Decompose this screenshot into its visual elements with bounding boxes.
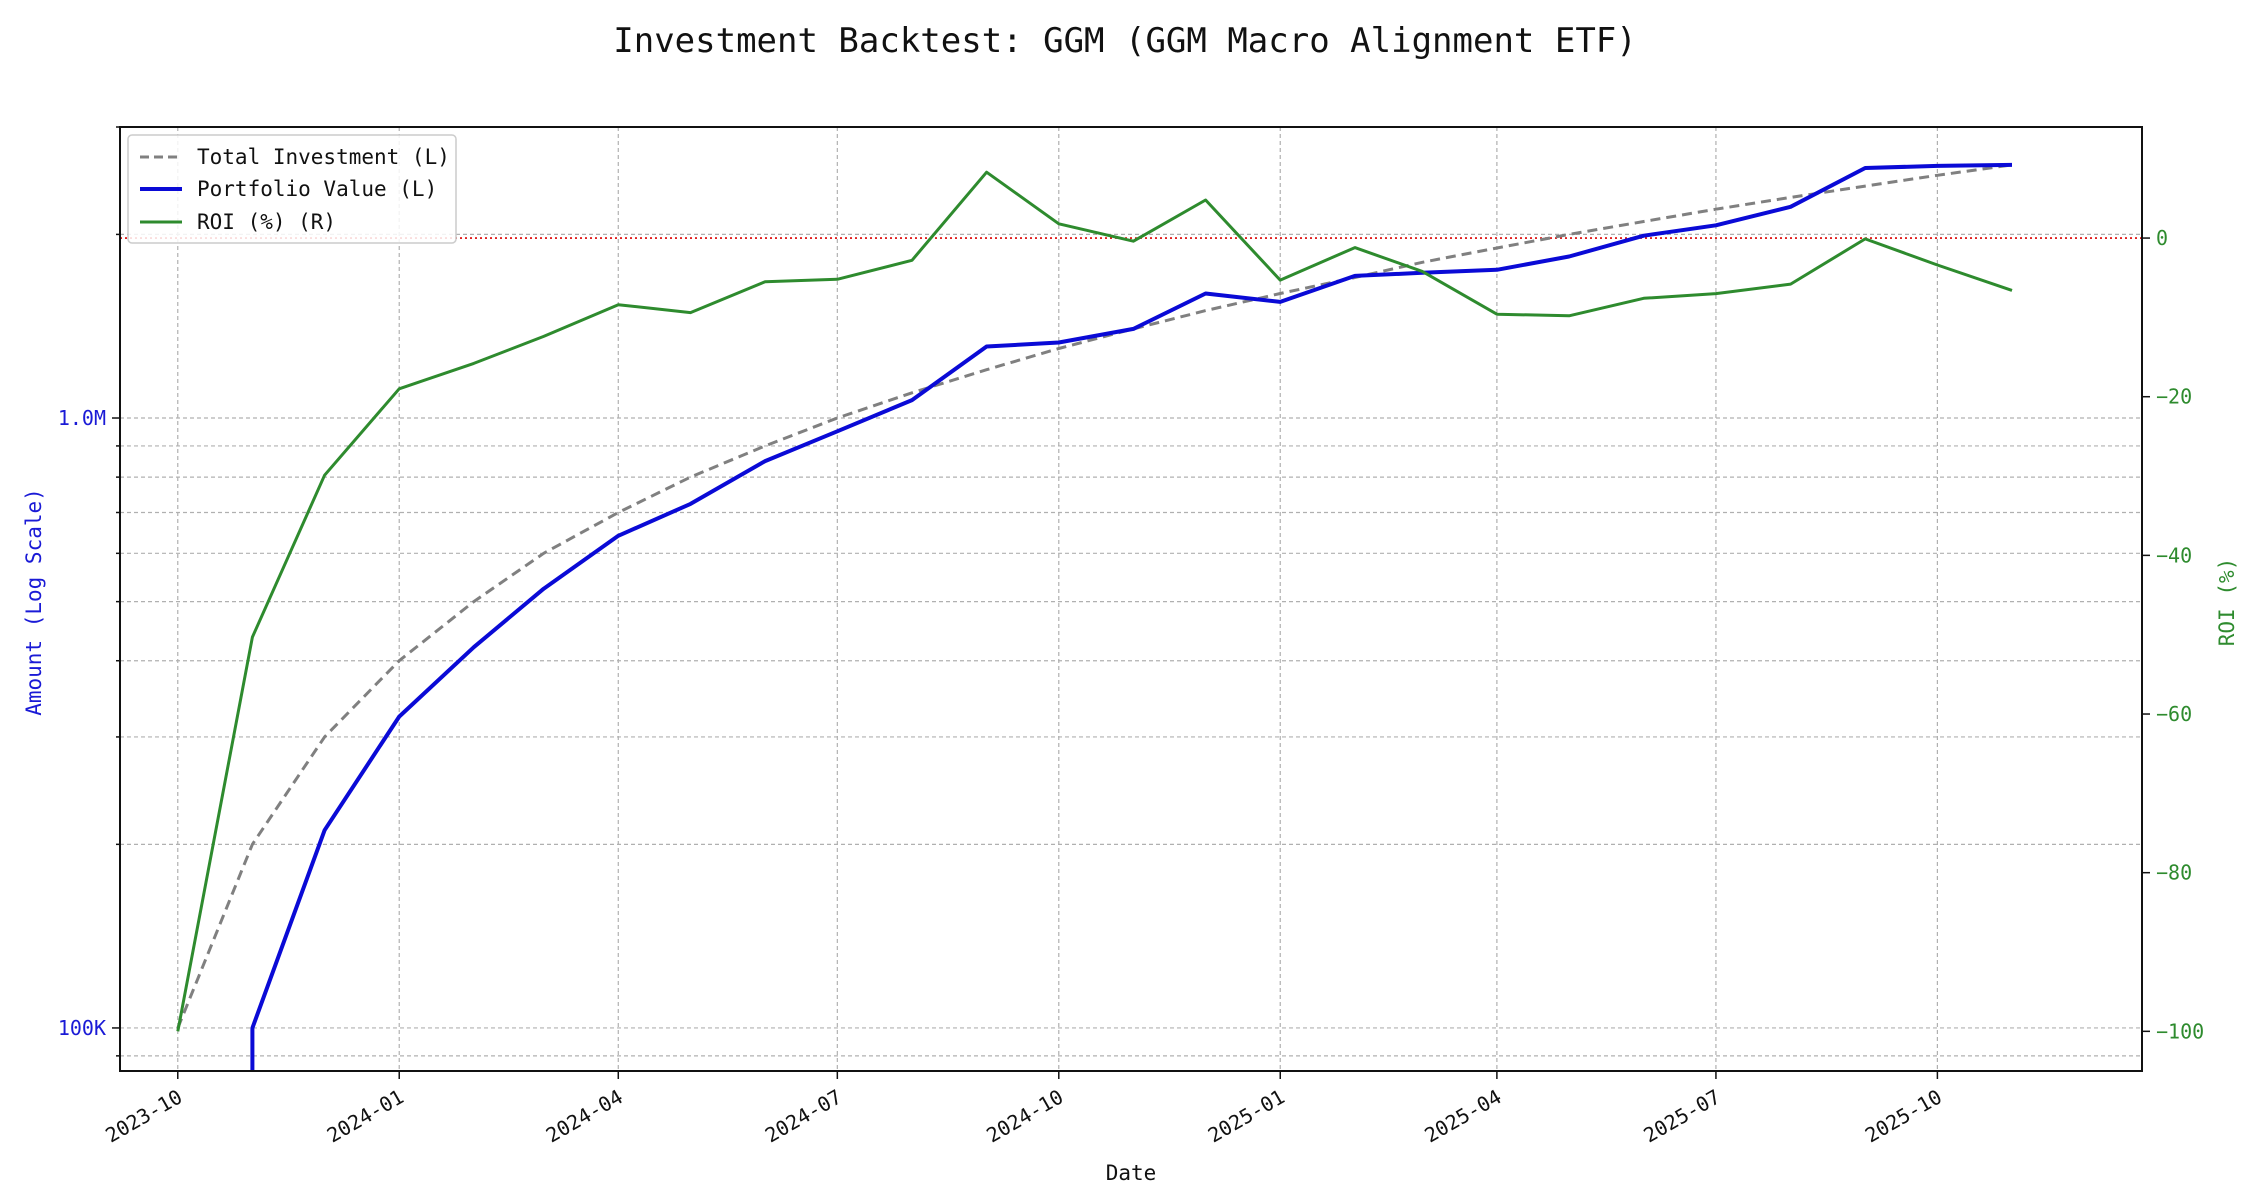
x-tick-label: 2024-10 (982, 1085, 1067, 1148)
y-tick-label-right: −40 (2156, 543, 2192, 567)
x-tick-label: 2025-07 (1639, 1085, 1724, 1148)
y-tick-label-right: −80 (2156, 861, 2192, 885)
y-tick-label-right: −100 (2156, 1019, 2204, 1043)
x-axis-label: Date (1106, 1161, 1157, 1185)
x-tick-label: 2024-04 (542, 1085, 627, 1148)
legend: Total Investment (L) Portfolio Value (L)… (127, 134, 457, 244)
plot-area (120, 127, 2142, 1071)
total-investment-line (176, 163, 2013, 1029)
plot-frame (119, 126, 2143, 1072)
legend-box (127, 134, 457, 244)
x-tick-label: 2025-01 (1204, 1085, 1289, 1148)
y-tick-label-right: −60 (2156, 702, 2192, 726)
y-tick-label-left: 100K (58, 1016, 106, 1040)
x-tick-label: 2025-04 (1420, 1085, 1505, 1148)
x-tick-label: 2023-10 (101, 1085, 186, 1148)
y-tick-label-right: 0 (2156, 226, 2168, 250)
chart-title: Investment Backtest: GGM (GGM Macro Alig… (613, 21, 1637, 61)
x-tick-label: 2025-10 (1861, 1085, 1946, 1148)
portfolio-value-line (250, 162, 2013, 1071)
y-axis-label-left: Amount (Log Scale) (22, 488, 46, 716)
y-tick-label-left: 1.0M (58, 406, 106, 430)
roi-line (176, 170, 2013, 1032)
y-tick-label-right: −20 (2156, 385, 2192, 409)
legend-label-roi: ROI (%) (R) (197, 210, 336, 234)
x-tick-label: 2024-01 (323, 1085, 408, 1148)
x-tick-label: 2024-07 (761, 1085, 846, 1148)
y-axis-label-right: ROI (%) (2215, 558, 2239, 647)
legend-label-total-investment: Total Investment (L) (197, 145, 450, 169)
legend-label-portfolio-value: Portfolio Value (L) (197, 177, 437, 201)
series-lines (176, 162, 2013, 1071)
